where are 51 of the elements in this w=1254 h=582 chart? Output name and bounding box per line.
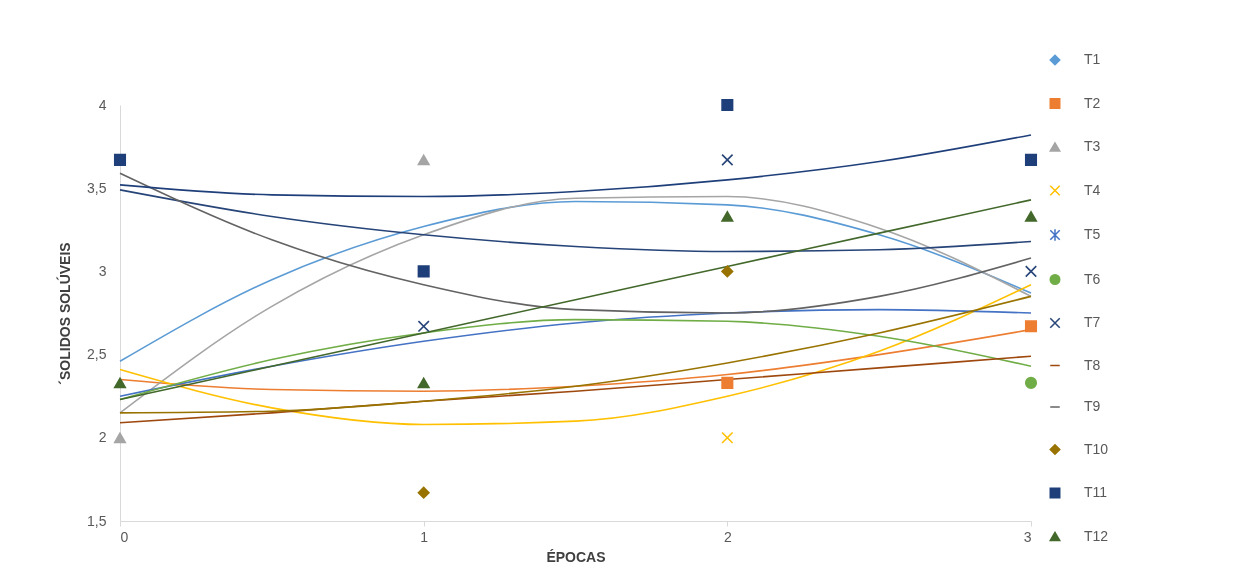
x-tick-label: 2	[723, 528, 732, 545]
y-tick-label: 2	[98, 429, 107, 446]
x-axis-title: ÉPOCAS	[546, 548, 606, 565]
legend-label: T8	[1084, 356, 1101, 373]
point	[417, 486, 430, 499]
point	[721, 211, 734, 222]
line-series	[119, 189, 1032, 253]
point	[417, 377, 430, 389]
y-tick-label: 4	[98, 96, 107, 113]
legend-label: T4	[1084, 181, 1101, 198]
y-axis-title: ´SOLIDOS SOLÚVEIS	[56, 242, 74, 385]
point	[721, 98, 734, 112]
point	[417, 320, 430, 333]
legend-label: T2	[1084, 94, 1101, 111]
legend-label: T7	[1084, 314, 1101, 330]
legend-label: T11	[1084, 484, 1108, 500]
legend-label: T1	[1084, 51, 1101, 67]
legend-label: T3	[1084, 138, 1101, 154]
y-tick-label: 3,5	[87, 179, 107, 196]
point	[1024, 153, 1038, 166]
legend-label: T12	[1084, 527, 1109, 544]
point	[721, 376, 734, 389]
point	[417, 265, 430, 278]
point	[721, 265, 734, 278]
x-tick-label: 0	[120, 528, 129, 545]
y-tick-label: 2,5	[87, 346, 107, 363]
point	[113, 432, 127, 444]
line-series	[119, 283, 1032, 426]
line-series	[119, 134, 1032, 198]
point	[113, 377, 127, 389]
line-series	[119, 172, 1032, 314]
y-tick-label: 3	[98, 262, 107, 279]
y-tick-label: 1,5	[87, 512, 107, 529]
point	[1024, 211, 1038, 222]
x-tick-label: 3	[1023, 528, 1032, 545]
point	[417, 154, 430, 166]
point	[1024, 320, 1038, 333]
x-tick-label: 1	[420, 528, 429, 545]
legend-label: T9	[1084, 398, 1101, 414]
point	[1024, 376, 1038, 389]
point	[721, 153, 734, 166]
line-series	[119, 355, 1032, 424]
line-series	[119, 200, 1032, 363]
legend-label: T10	[1084, 440, 1109, 457]
point	[113, 153, 127, 166]
line-series	[119, 295, 1032, 414]
legend-label: T6	[1084, 270, 1101, 287]
line-series	[119, 308, 1032, 397]
point	[721, 431, 734, 444]
point	[1024, 265, 1038, 278]
legend-label: T5	[1084, 226, 1101, 242]
